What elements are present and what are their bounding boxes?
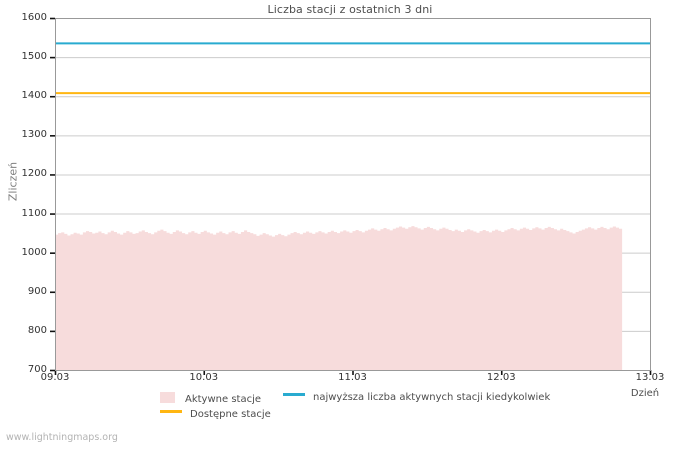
legend-item[interactable]: Aktywne stacje: [160, 392, 261, 405]
plot-frame: [55, 18, 651, 371]
y-tick-label: 1300: [21, 129, 47, 141]
chart-legend: Aktywne stacje najwyższa liczba aktywnych…: [0, 392, 700, 428]
chart-title: Liczba stacji z ostatnich 3 dni: [267, 3, 433, 16]
x-tick-label: 11.03: [338, 372, 367, 383]
y-tick-label: 1400: [21, 90, 47, 102]
legend-label: Aktywne stacje: [185, 394, 262, 405]
y-tick-label: 1100: [21, 207, 47, 219]
x-tick-label: 13.03: [635, 372, 665, 383]
x-tick-label: 10.03: [189, 372, 219, 383]
legend-item[interactable]: najwyższa liczba aktywnych stacji kiedyk…: [283, 392, 550, 403]
legend-swatch-box-icon: [160, 392, 175, 403]
legend-item[interactable]: Dostępne stacje: [160, 409, 271, 420]
legend-label: najwyższa liczba aktywnych stacji kiedyk…: [313, 392, 551, 403]
y-tick-label: 1600: [21, 12, 47, 23]
area-series-aktywne-stacje: [55, 226, 623, 370]
x-axis-label: Dzień: [630, 388, 660, 399]
footer-site-text: www.lightningmaps.org: [6, 432, 118, 443]
y-tick-label: 900: [27, 285, 47, 297]
legend-label: Dostępne stacje: [190, 409, 271, 420]
y-tick-label: 700: [27, 364, 47, 375]
x-tick-label: 12.03: [486, 372, 516, 383]
legend-swatch-line-icon: [283, 393, 305, 396]
data-series: [55, 42, 650, 370]
y-tick-label: 1200: [21, 168, 47, 180]
y-tick-label: 1000: [21, 246, 47, 258]
legend-swatch-line-icon: [160, 410, 182, 413]
y-tick-label: 1500: [21, 51, 47, 63]
y-tick-label: 800: [27, 324, 47, 336]
major-tick-marks: [50, 17, 652, 375]
x-tick-label: 09.03: [40, 372, 70, 383]
